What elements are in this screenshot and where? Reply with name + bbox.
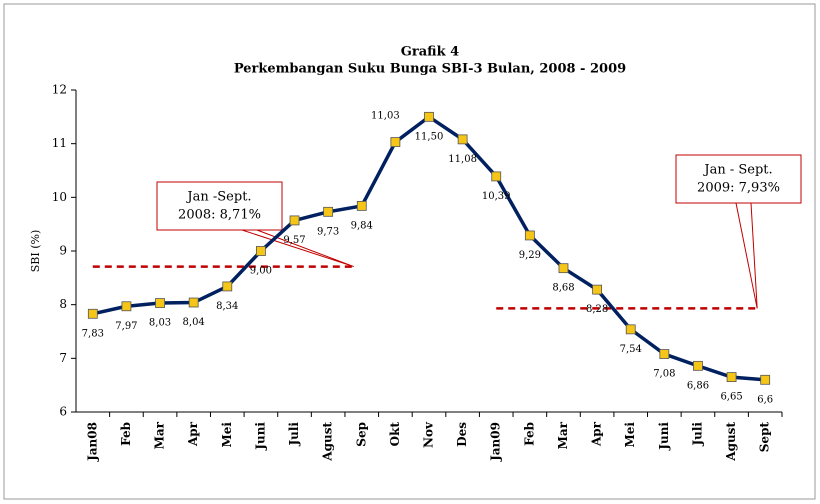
x-tick-label: Juli bbox=[690, 422, 704, 447]
x-tick-label: Juni bbox=[253, 422, 267, 451]
marker bbox=[592, 284, 602, 295]
marker bbox=[222, 281, 233, 292]
marker bbox=[356, 201, 367, 211]
x-tick-label: Mei bbox=[623, 422, 637, 448]
x-tick-label: Jan08 bbox=[85, 422, 99, 462]
marker bbox=[760, 374, 771, 385]
y-tick-label: 6 bbox=[59, 405, 67, 419]
x-tick-label: Okt bbox=[388, 422, 402, 447]
callout-text: Jan -Sept. bbox=[185, 190, 251, 205]
marker bbox=[256, 246, 266, 256]
marker bbox=[726, 372, 737, 383]
callout-text: 2009: 7,93% bbox=[697, 181, 780, 196]
x-tick-label: Apr bbox=[590, 421, 604, 447]
data-label: 8,34 bbox=[216, 301, 238, 312]
y-tick-label: 7 bbox=[59, 351, 67, 365]
callout-text: 2008: 8,71% bbox=[178, 208, 261, 223]
callout-pointer bbox=[241, 229, 354, 268]
data-label: 11,08 bbox=[448, 154, 477, 165]
data-label: 8,68 bbox=[552, 283, 574, 294]
x-tick-label: Agust bbox=[724, 422, 738, 462]
marker bbox=[457, 134, 468, 145]
chart-title: Grafik 4 bbox=[401, 45, 459, 60]
x-tick-label: Feb bbox=[522, 422, 536, 446]
data-label: 9,57 bbox=[283, 235, 305, 246]
frame bbox=[3, 3, 816, 500]
y-tick-label: 9 bbox=[59, 244, 67, 258]
data-label: 8,28 bbox=[586, 304, 608, 315]
x-tick-label: Mar bbox=[153, 421, 167, 449]
data-label: 8,04 bbox=[183, 317, 205, 328]
x-tick-label: Mei bbox=[220, 422, 234, 448]
callout-box bbox=[675, 154, 802, 204]
data-label: 6,6 bbox=[757, 394, 773, 405]
y-tick-label: 10 bbox=[52, 190, 67, 204]
x-tick-label: Sep bbox=[354, 422, 368, 447]
marker bbox=[424, 111, 434, 122]
data-label: 9,73 bbox=[317, 226, 339, 237]
x-tick-label: Juli bbox=[287, 422, 301, 447]
marker bbox=[491, 171, 502, 182]
data-label: 9,29 bbox=[519, 250, 541, 261]
y-tick-label: 8 bbox=[59, 297, 67, 311]
marker bbox=[524, 230, 535, 241]
data-label: 7,83 bbox=[82, 328, 104, 339]
chart-subtitle: Perkembangan Suku Bunga SBI-3 Bulan, 200… bbox=[234, 62, 626, 77]
data-label: 9,84 bbox=[351, 220, 373, 231]
y-axis-label: SBI (%) bbox=[29, 230, 42, 273]
data-label: 10,39 bbox=[482, 191, 511, 202]
marker bbox=[659, 349, 670, 359]
x-tick-label: Sept bbox=[758, 422, 772, 453]
marker bbox=[188, 297, 199, 308]
callout-text: Jan - Sept. bbox=[702, 163, 772, 178]
data-label: 6,65 bbox=[720, 392, 742, 403]
marker bbox=[121, 301, 132, 312]
marker bbox=[693, 360, 703, 371]
marker bbox=[289, 215, 300, 226]
marker bbox=[155, 298, 165, 308]
x-tick-label: Juni bbox=[657, 422, 671, 451]
callout-box bbox=[156, 181, 283, 231]
x-tick-label: Nov bbox=[422, 421, 436, 448]
data-label: 7,97 bbox=[115, 321, 137, 332]
x-tick-label: Jan09 bbox=[489, 422, 503, 462]
marker bbox=[558, 263, 569, 274]
y-tick-label: 11 bbox=[52, 136, 67, 150]
x-tick-label: Des bbox=[455, 422, 469, 447]
x-tick-label: Feb bbox=[119, 422, 133, 446]
data-label: 7,08 bbox=[653, 369, 675, 380]
data-label: 6,86 bbox=[687, 380, 709, 391]
callout-pointer bbox=[735, 202, 758, 309]
x-tick-label: Apr bbox=[186, 421, 200, 447]
data-label: 9,00 bbox=[250, 266, 272, 277]
x-tick-label: Agust bbox=[321, 422, 335, 462]
marker bbox=[625, 324, 636, 335]
y-tick-label: 12 bbox=[52, 83, 67, 97]
marker bbox=[87, 308, 98, 319]
x-tick-label: Mar bbox=[556, 421, 570, 449]
data-label: 7,54 bbox=[620, 344, 642, 355]
data-label: 11,50 bbox=[415, 131, 444, 142]
data-label: 11,03 bbox=[371, 111, 400, 122]
marker bbox=[323, 206, 334, 217]
marker bbox=[390, 137, 401, 147]
data-label: 8,03 bbox=[149, 318, 171, 329]
